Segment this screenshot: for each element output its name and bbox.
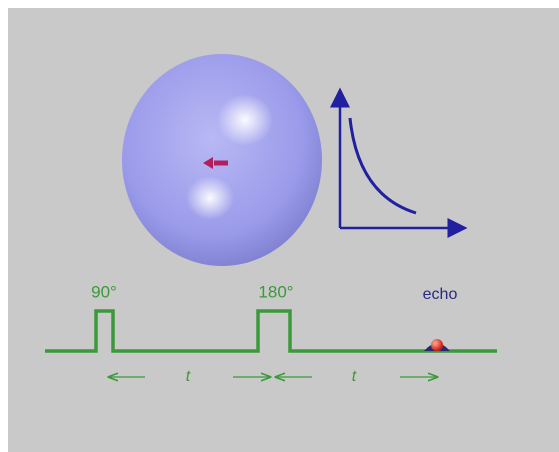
echo-label: echo xyxy=(423,286,458,303)
sphere xyxy=(122,54,322,266)
decay-plot xyxy=(330,87,468,238)
pulse-label: 180° xyxy=(258,282,293,301)
interval-label: t xyxy=(186,368,191,385)
echo-marker xyxy=(431,339,443,351)
pulse-line xyxy=(45,309,497,353)
interval-label: t xyxy=(352,368,357,385)
pulse-label: 90° xyxy=(91,282,117,301)
